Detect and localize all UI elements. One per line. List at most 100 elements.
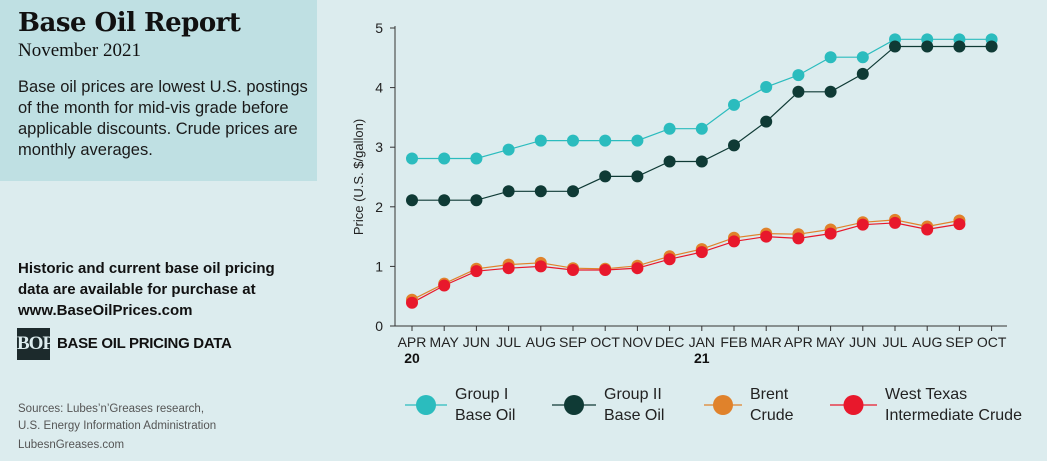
description: Base oil prices are lowest U.S. postings… [18, 78, 308, 159]
x-tick-label: JUL [883, 334, 908, 350]
legend-marker [713, 395, 733, 415]
data-point [728, 235, 740, 248]
y-tick-label: 2 [375, 199, 383, 215]
data-point [792, 69, 805, 82]
data-point [824, 51, 837, 64]
y-tick-label: 0 [375, 318, 383, 334]
legend-label-line-1: West Texas [885, 386, 968, 403]
x-tick-label: AUG [912, 334, 942, 350]
legend-label: West Texas Intermediate Crude [885, 384, 1022, 426]
legend-label: Group II Base Oil [604, 384, 664, 426]
purchase-note: Historic and current base oil pricing da… [18, 258, 318, 321]
data-point [889, 40, 901, 53]
y-tick-label: 5 [375, 20, 383, 36]
data-point [502, 185, 515, 198]
x-tick-label: JUL [496, 334, 521, 350]
data-point [663, 122, 676, 135]
series-line [411, 222, 960, 304]
sources-note: Sources: Lubes’n’Greases research, U.S. … [18, 401, 278, 435]
purchase-line-2: data are available for purchase at [18, 281, 256, 298]
x-tick-label: JAN [689, 334, 715, 350]
data-point [406, 296, 418, 309]
data-point [824, 227, 837, 240]
legend-label-line-2: Crude [750, 407, 794, 424]
data-point [631, 134, 644, 147]
y-axis-label: Price (U.S. $/gallon) [351, 119, 366, 235]
data-point [502, 262, 515, 275]
data-point [985, 40, 998, 53]
x-tick-label: SEP [559, 334, 587, 350]
series-line [412, 38, 992, 160]
data-point [760, 230, 773, 243]
data-point [695, 155, 708, 168]
data-point [470, 152, 483, 165]
purchase-url-link[interactable]: www.BaseOilPrices.com [18, 302, 193, 319]
data-point [792, 232, 805, 245]
data-point [534, 134, 547, 147]
data-point [599, 170, 612, 183]
purchase-line-1: Historic and current base oil pricing [18, 260, 275, 277]
y-tick-label: 3 [375, 139, 383, 155]
data-point [760, 115, 773, 128]
x-tick-label: SEP [945, 334, 973, 350]
series-line [411, 219, 960, 301]
x-tick-label: JUN [849, 334, 876, 350]
data-point [921, 40, 934, 53]
x-tick-label: AUG [526, 334, 556, 350]
legend-label-line-2: Intermediate Crude [885, 407, 1022, 424]
x-tick-label: OCT [977, 334, 1007, 350]
page-subtitle: November 2021 [18, 40, 141, 61]
data-point [856, 51, 869, 64]
page-title: Base Oil Report [18, 8, 241, 38]
x-tick-label: NOV [622, 334, 653, 350]
data-point [760, 81, 773, 94]
data-point [534, 185, 547, 198]
data-point [889, 216, 901, 229]
x-tick-label: JUN [463, 334, 490, 350]
legend-marker [843, 395, 864, 415]
legend-swatch [405, 395, 447, 415]
x-tick-label: APR [784, 334, 813, 350]
sources-line-1: Sources: Lubes’n’Greases research, [18, 403, 205, 415]
y-tick-label: 4 [375, 80, 383, 96]
legend-swatch [552, 395, 596, 415]
data-point [953, 218, 966, 231]
data-point [695, 246, 708, 259]
legend-label-line-1: Group II [604, 386, 662, 403]
legend-swatch [704, 395, 742, 415]
legend-marker [564, 395, 584, 415]
x-year-label: 20 [404, 350, 420, 366]
data-point [856, 67, 869, 80]
data-point [631, 262, 644, 275]
data-point [728, 98, 740, 111]
legend-label-line-2: Base Oil [455, 407, 516, 424]
legend-label-line-2: Base Oil [604, 407, 665, 424]
x-tick-label: APR [398, 334, 427, 350]
data-point [792, 85, 805, 98]
data-point [953, 40, 966, 53]
data-point [406, 152, 418, 165]
x-tick-label: DEC [655, 334, 685, 350]
data-point [567, 263, 579, 276]
data-point [534, 260, 547, 273]
x-tick-label: FEB [720, 334, 747, 350]
bop-label: BASE OIL PRICING DATA [57, 335, 232, 352]
y-tick-label: 1 [375, 258, 383, 274]
legend-label-line-1: Brent [750, 386, 789, 403]
legend-label: Brent Crude [750, 384, 794, 426]
data-point [502, 143, 515, 156]
data-point [599, 134, 612, 147]
data-point [824, 85, 837, 98]
sources-line-2: U.S. Energy Information Administration [18, 420, 217, 432]
site-credit: LubesnGreases.com [18, 439, 125, 451]
data-point [470, 265, 483, 278]
x-tick-label: MAY [430, 334, 460, 350]
title-panel: Base Oil Report November 2021 Base oil p… [0, 0, 317, 181]
legend-marker [416, 395, 436, 415]
x-tick-label: MAY [816, 334, 846, 350]
data-point [663, 253, 676, 266]
x-year-label: 21 [694, 350, 710, 366]
x-tick-label: OCT [590, 334, 620, 350]
data-point [695, 122, 708, 135]
